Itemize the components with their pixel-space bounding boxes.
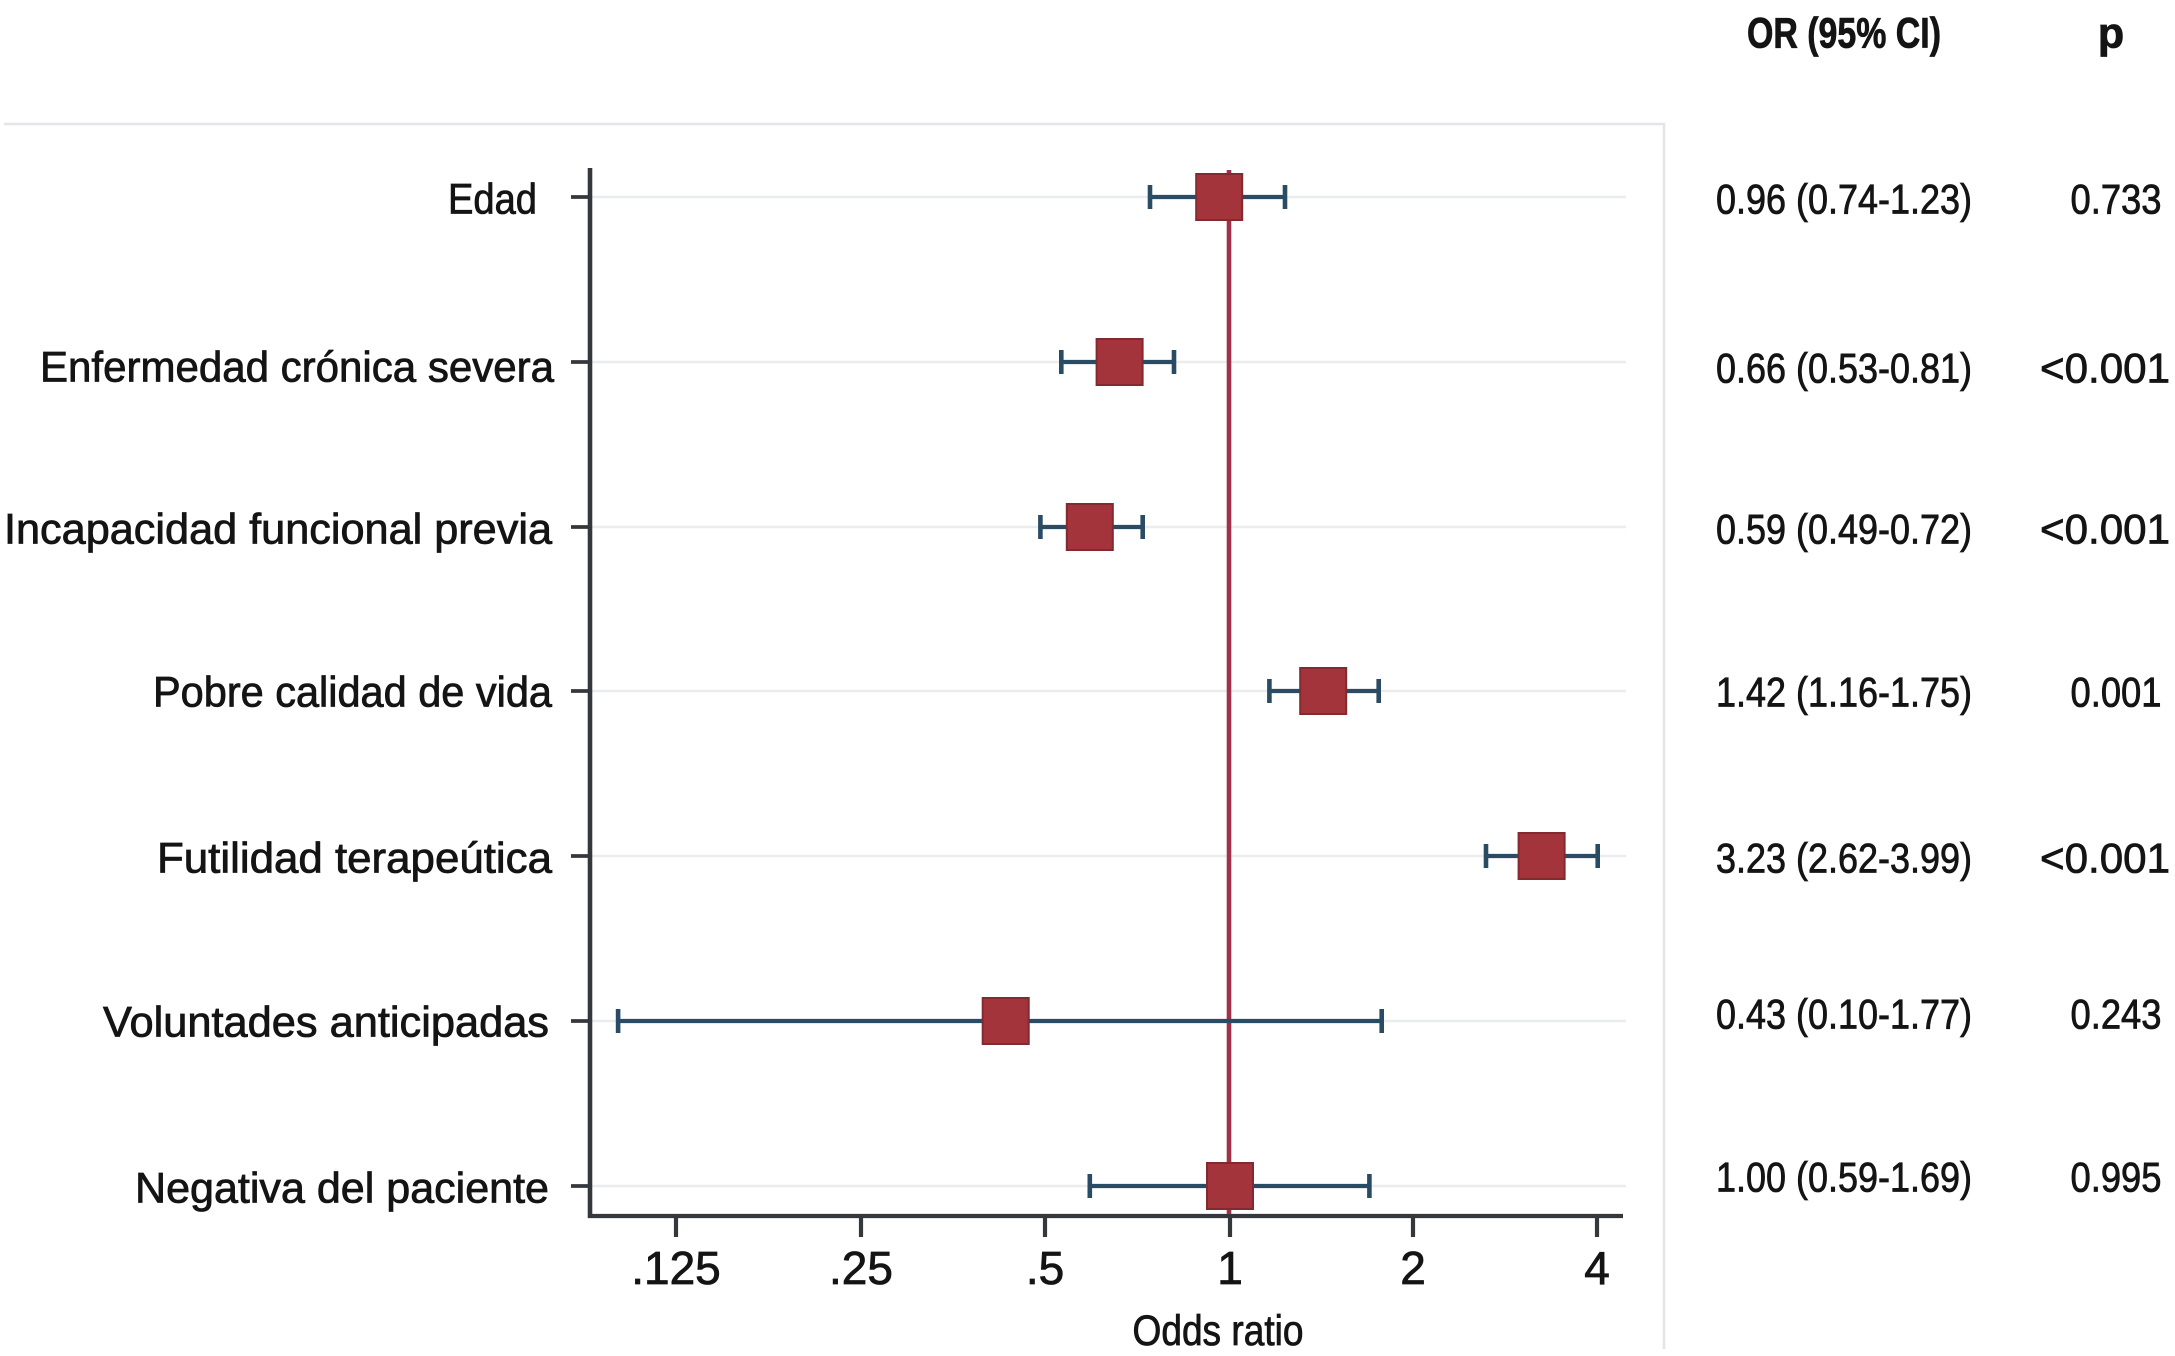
svg-text:0.96 (0.74-1.23): 0.96 (0.74-1.23)	[1716, 175, 1972, 222]
svg-text:OR (95% CI): OR (95% CI)	[1747, 10, 1941, 58]
svg-text:Pobre calidad de vida: Pobre calidad de vida	[153, 669, 552, 717]
svg-text:.125: .125	[631, 1242, 721, 1294]
svg-text:p: p	[2098, 10, 2124, 58]
svg-text:0.733: 0.733	[2071, 175, 2162, 222]
svg-text:.5: .5	[1026, 1242, 1064, 1294]
svg-text:0.995: 0.995	[2071, 1153, 2162, 1200]
svg-text:1: 1	[1217, 1242, 1243, 1294]
svg-text:.25: .25	[829, 1242, 893, 1294]
svg-text:Incapacidad funcional previa: Incapacidad funcional previa	[4, 506, 552, 554]
svg-text:0.43 (0.10-1.77): 0.43 (0.10-1.77)	[1716, 990, 1972, 1037]
svg-text:Voluntades anticipadas: Voluntades anticipadas	[103, 999, 549, 1047]
svg-text:Edad: Edad	[448, 176, 537, 224]
svg-text:Enfermedad crónica severa: Enfermedad crónica severa	[40, 344, 554, 392]
svg-text:Futilidad terapeútica: Futilidad terapeútica	[157, 835, 552, 883]
svg-text:Negativa del paciente: Negativa del paciente	[135, 1165, 549, 1213]
svg-text:<0.001: <0.001	[2040, 344, 2170, 391]
svg-text:0.66 (0.53-0.81): 0.66 (0.53-0.81)	[1716, 344, 1972, 391]
svg-text:Odds ratio: Odds ratio	[1133, 1308, 1304, 1355]
svg-text:1.42 (1.16-1.75): 1.42 (1.16-1.75)	[1716, 668, 1972, 715]
svg-text:0.243: 0.243	[2071, 990, 2162, 1037]
svg-text:0.59 (0.49-0.72): 0.59 (0.49-0.72)	[1716, 505, 1972, 552]
svg-text:<0.001: <0.001	[2040, 505, 2170, 552]
svg-text:2: 2	[1400, 1242, 1426, 1294]
svg-text:1.00 (0.59-1.69): 1.00 (0.59-1.69)	[1716, 1153, 1972, 1200]
svg-text:0.001: 0.001	[2071, 668, 2162, 715]
svg-text:3.23 (2.62-3.99): 3.23 (2.62-3.99)	[1716, 834, 1972, 881]
svg-text:<0.001: <0.001	[2040, 834, 2170, 881]
svg-text:4: 4	[1584, 1242, 1610, 1294]
